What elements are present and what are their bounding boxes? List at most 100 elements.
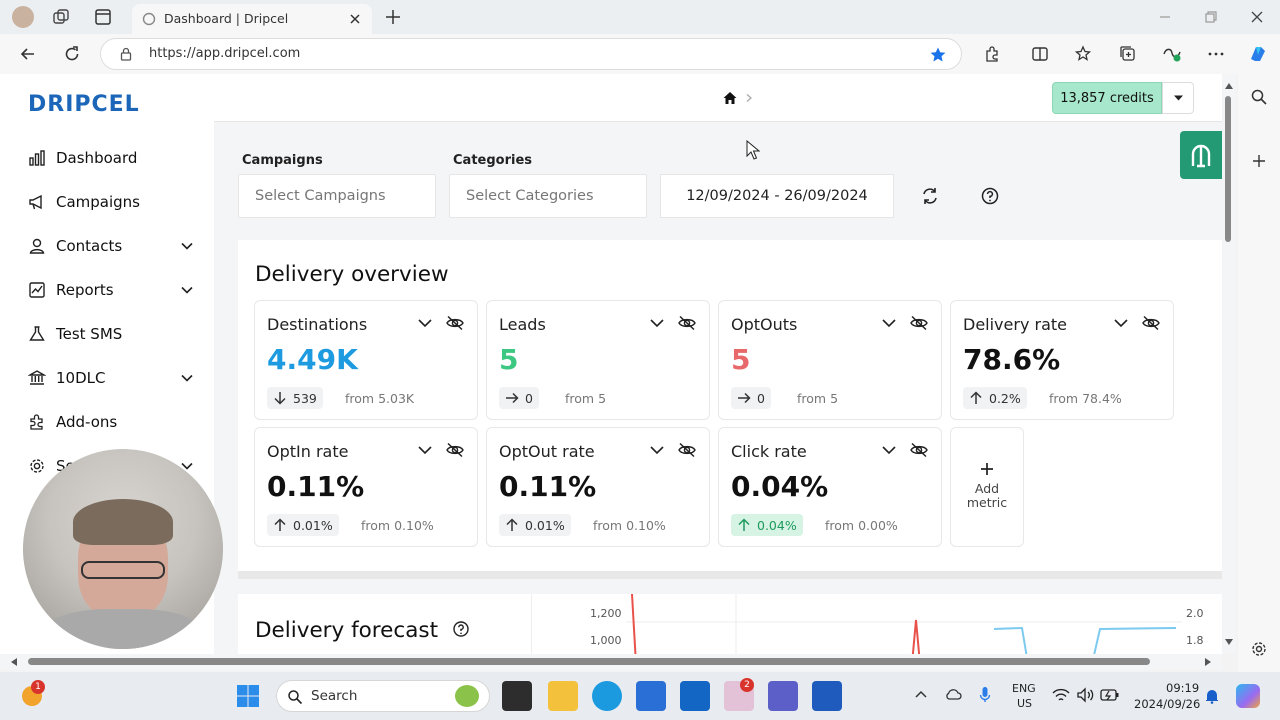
new-tab-icon[interactable] — [384, 8, 402, 26]
hide-eye-icon[interactable] — [677, 442, 697, 458]
scroll-up-icon[interactable] — [1224, 82, 1234, 90]
language-indicator[interactable]: ENG — [1012, 682, 1036, 695]
sidebar-item-dashboard[interactable]: Dashboard — [28, 145, 200, 171]
close-window-icon[interactable] — [1250, 10, 1264, 24]
performance-icon[interactable] — [1156, 38, 1188, 70]
hide-eye-icon[interactable] — [1141, 315, 1161, 331]
lock-icon[interactable] — [119, 47, 133, 61]
logo[interactable]: DRIPCEL — [28, 92, 140, 117]
file-explorer-app[interactable] — [548, 681, 578, 711]
teams-app[interactable] — [768, 681, 798, 711]
chevron-down-icon[interactable] — [649, 444, 665, 456]
sidebar-item-10dlc[interactable]: 10DLC — [28, 365, 200, 391]
chevron-down-icon[interactable] — [881, 317, 897, 329]
chevron-down-icon[interactable] — [417, 317, 433, 329]
microphone-icon[interactable] — [979, 686, 991, 704]
edge-app[interactable] — [592, 681, 622, 711]
credits-button[interactable]: 13,857 credits — [1052, 82, 1162, 114]
metric-card[interactable]: Destinations 4.49K 539 from 5.03K — [254, 300, 478, 420]
hide-eye-icon[interactable] — [677, 315, 697, 331]
refresh-icon[interactable] — [56, 38, 88, 70]
hide-eye-icon[interactable] — [445, 442, 465, 458]
chevron-down-icon[interactable] — [417, 444, 433, 456]
workspaces-icon[interactable] — [52, 8, 70, 26]
scroll-left-icon[interactable] — [10, 657, 18, 667]
chevron-down-icon[interactable] — [649, 317, 665, 329]
file-manager-app[interactable] — [502, 681, 532, 711]
outlook-app[interactable] — [680, 681, 710, 711]
chevron-down-icon[interactable] — [881, 444, 897, 456]
sidebar-item-reports[interactable]: Reports — [28, 277, 200, 303]
split-screen-icon[interactable] — [1024, 38, 1056, 70]
y2-axis-tick: 2.0 — [1186, 607, 1204, 620]
battery-icon[interactable] — [1100, 688, 1120, 702]
sidebar-item-test-sms[interactable]: Test SMS — [28, 321, 200, 347]
url-text[interactable]: https://app.dripcel.com — [149, 46, 301, 61]
favorite-star-icon[interactable] — [929, 46, 947, 64]
settings-icon[interactable] — [1250, 640, 1268, 658]
date-range-picker[interactable]: 12/09/2024 - 26/09/2024 — [660, 174, 894, 218]
help-icon[interactable] — [452, 620, 470, 638]
restore-icon[interactable] — [1204, 10, 1218, 24]
floating-assistant-button[interactable] — [1180, 131, 1222, 179]
clock-time[interactable]: 09:19 — [1166, 681, 1200, 695]
address-bar[interactable]: https://app.dripcel.com — [100, 38, 962, 70]
browser-tab[interactable]: Dashboard | Dripcel — [132, 4, 372, 34]
taskbar-search[interactable]: Search — [276, 680, 490, 712]
search-icon[interactable] — [1250, 88, 1268, 106]
metric-card[interactable]: OptIn rate 0.11% 0.01% from 0.10% — [254, 427, 478, 547]
metric-card[interactable]: OptOut rate 0.11% 0.01% from 0.10% — [486, 427, 710, 547]
metric-card[interactable]: OptOuts 5 0 from 5 — [718, 300, 942, 420]
sidebar-item-add-ons[interactable]: Add-ons — [28, 409, 200, 435]
add-metric-button[interactable]: Add metric — [950, 427, 1024, 547]
categories-select[interactable]: Select Categories — [449, 174, 647, 218]
chevron-down-icon[interactable] — [1113, 317, 1129, 329]
notification-bell-icon[interactable] — [1204, 688, 1220, 704]
wifi-icon[interactable] — [1052, 688, 1070, 702]
windows-start-icon[interactable] — [236, 684, 260, 708]
more-menu-icon[interactable] — [1200, 38, 1232, 70]
vertical-scrollbar[interactable] — [1222, 74, 1236, 654]
clock-date[interactable]: 2024/09/26 — [1134, 697, 1201, 711]
copilot-taskbar-icon[interactable] — [1236, 684, 1260, 708]
home-icon[interactable] — [722, 90, 738, 106]
scrollbar-thumb[interactable] — [28, 658, 1150, 665]
scroll-down-icon[interactable] — [1224, 638, 1234, 646]
hide-eye-icon[interactable] — [909, 315, 929, 331]
scrollbar-thumb[interactable] — [1225, 96, 1231, 242]
extensions-icon[interactable] — [976, 38, 1008, 70]
volume-icon[interactable] — [1076, 687, 1094, 703]
hide-eye-icon[interactable] — [445, 315, 465, 331]
refresh-data-icon[interactable] — [920, 186, 940, 206]
horizontal-scrollbar[interactable] — [0, 654, 1222, 670]
campaigns-select[interactable]: Select Campaigns — [238, 174, 436, 218]
collections-icon[interactable] — [1112, 38, 1144, 70]
help-icon[interactable] — [980, 186, 1000, 206]
store-app[interactable] — [636, 681, 666, 711]
metric-card[interactable]: Delivery rate 78.6% 0.2% from 78.4% — [950, 300, 1174, 420]
minimize-icon[interactable] — [1158, 10, 1172, 24]
credits-dropdown[interactable] — [1162, 82, 1194, 114]
metric-card[interactable]: Click rate 0.04% 0.04% from 0.00% — [718, 427, 942, 547]
metric-from: from 0.10% — [361, 518, 434, 533]
copilot-icon[interactable] — [1242, 38, 1274, 70]
show-hidden-icons-icon[interactable] — [914, 689, 928, 699]
tab-actions-icon[interactable] — [94, 8, 112, 26]
profile-avatar[interactable] — [12, 6, 34, 28]
chevron-down-icon[interactable] — [180, 459, 194, 473]
sidebar-item-campaigns[interactable]: Campaigns — [28, 189, 200, 215]
add-icon[interactable] — [1250, 152, 1268, 170]
cloud-icon[interactable] — [944, 687, 962, 701]
language-region[interactable]: US — [1017, 697, 1033, 710]
back-icon[interactable] — [12, 38, 44, 70]
chevron-down-icon[interactable] — [180, 283, 194, 297]
metric-card[interactable]: Leads 5 0 from 5 — [486, 300, 710, 420]
chevron-down-icon[interactable] — [180, 371, 194, 385]
scroll-right-icon[interactable] — [1204, 657, 1212, 667]
sidebar-item-contacts[interactable]: Contacts — [28, 233, 200, 259]
favorites-icon[interactable] — [1068, 38, 1100, 70]
word-app[interactable] — [812, 681, 842, 711]
hide-eye-icon[interactable] — [909, 442, 929, 458]
chevron-down-icon[interactable] — [180, 239, 194, 253]
close-tab-icon[interactable] — [348, 12, 362, 26]
